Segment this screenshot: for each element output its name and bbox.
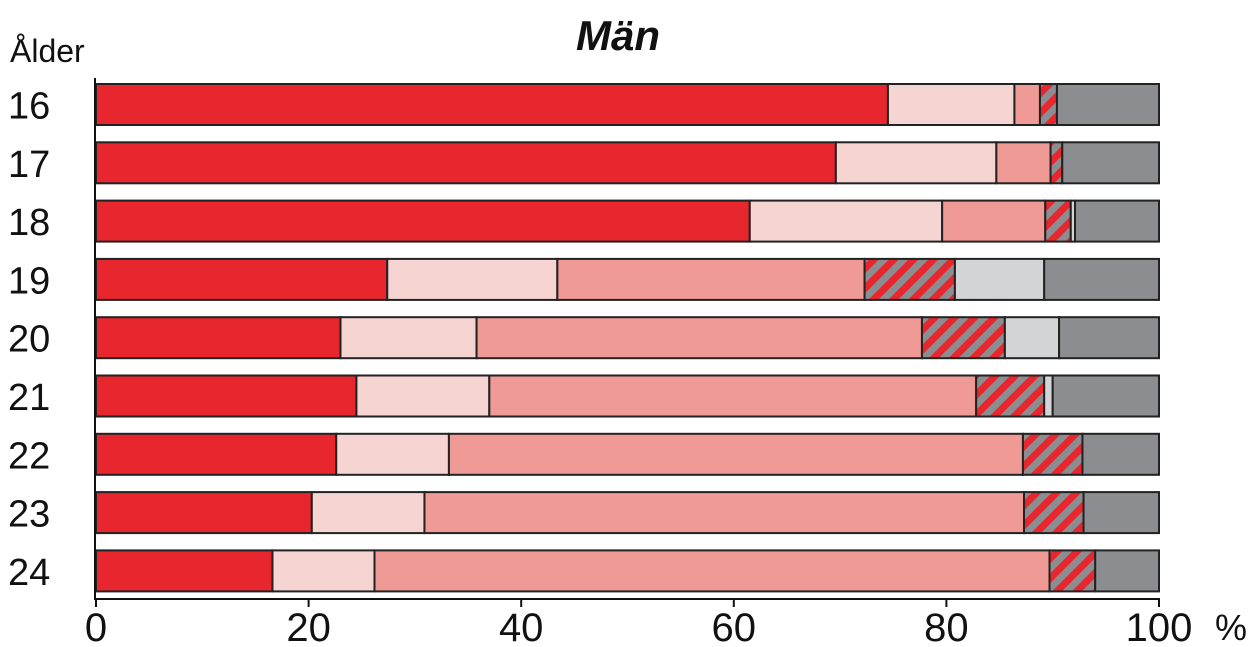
bar-row — [96, 434, 1159, 475]
bar-segment — [1082, 434, 1159, 475]
category-label: 24 — [8, 552, 50, 594]
bar-segment — [340, 317, 476, 358]
category-label: 20 — [8, 319, 50, 361]
bar-segment — [356, 376, 489, 417]
category-label: 16 — [8, 86, 50, 128]
bar-segment — [836, 142, 997, 183]
bar-segment — [96, 492, 312, 533]
bar-segment — [1095, 550, 1159, 591]
bar-segment — [976, 376, 1044, 417]
x-tick-label: 0 — [85, 606, 107, 647]
bar-segment — [96, 201, 750, 242]
x-tick-label: 80 — [924, 606, 969, 647]
bar-segment — [272, 550, 374, 591]
bar-segment — [1040, 84, 1057, 125]
category-label: 21 — [8, 377, 50, 419]
bar-segment — [996, 142, 1050, 183]
x-tick-label: 100 — [1126, 606, 1193, 647]
bar-segment — [750, 201, 942, 242]
bar-segment — [375, 550, 1050, 591]
bars-group — [96, 84, 1159, 591]
category-label: 22 — [8, 435, 50, 477]
bar-row — [96, 84, 1159, 125]
y-axis-title: Ålder — [10, 33, 85, 69]
bar-segment — [96, 434, 336, 475]
bar-segment — [557, 259, 864, 300]
bar-segment — [1051, 142, 1063, 183]
bar-row — [96, 142, 1159, 183]
x-tick-label: 60 — [712, 606, 757, 647]
bar-segment — [942, 201, 1045, 242]
bar-segment — [449, 434, 1023, 475]
category-label: 17 — [8, 144, 50, 186]
bar-segment — [1045, 201, 1071, 242]
bar-segment — [1023, 434, 1083, 475]
category-label: 19 — [8, 260, 50, 302]
bar-row — [96, 317, 1159, 358]
bar-segment — [1053, 376, 1159, 417]
bar-segment — [1062, 142, 1159, 183]
bar-row — [96, 492, 1159, 533]
category-labels: 16 17 18 19 20 21 22 23 24 — [8, 86, 50, 594]
x-tick-label: 20 — [286, 606, 331, 647]
bar-segment — [1084, 492, 1159, 533]
bar-segment — [96, 376, 356, 417]
bar-row — [96, 550, 1159, 591]
bar-segment — [96, 317, 340, 358]
bar-segment — [336, 434, 449, 475]
chart-title: Män — [576, 12, 660, 59]
bar-segment — [955, 259, 1044, 300]
bar-segment — [96, 142, 836, 183]
bar-segment — [1014, 84, 1040, 125]
bar-segment — [424, 492, 1024, 533]
bar-segment — [888, 84, 1014, 125]
bar-segment — [922, 317, 1005, 358]
bar-segment — [387, 259, 557, 300]
bar-segment — [1044, 259, 1159, 300]
bar-segment — [1057, 84, 1159, 125]
bar-segment — [1050, 550, 1096, 591]
bar-segment — [865, 259, 955, 300]
bar-row — [96, 259, 1159, 300]
bar-segment — [1005, 317, 1059, 358]
bar-segment — [1024, 492, 1084, 533]
category-label: 18 — [8, 202, 50, 244]
bar-segment — [96, 84, 888, 125]
bar-segment — [96, 550, 272, 591]
bar-segment — [477, 317, 922, 358]
x-axis-unit: % — [1215, 607, 1247, 647]
bar-segment — [96, 259, 387, 300]
bar-row — [96, 201, 1159, 242]
bar-segment — [312, 492, 425, 533]
category-label: 23 — [8, 494, 50, 536]
bar-segment — [1044, 376, 1053, 417]
bar-segment — [1059, 317, 1159, 358]
bar-segment — [489, 376, 976, 417]
bar-segment — [1075, 201, 1159, 242]
x-tick-label: 40 — [499, 606, 544, 647]
bar-row — [96, 376, 1159, 417]
